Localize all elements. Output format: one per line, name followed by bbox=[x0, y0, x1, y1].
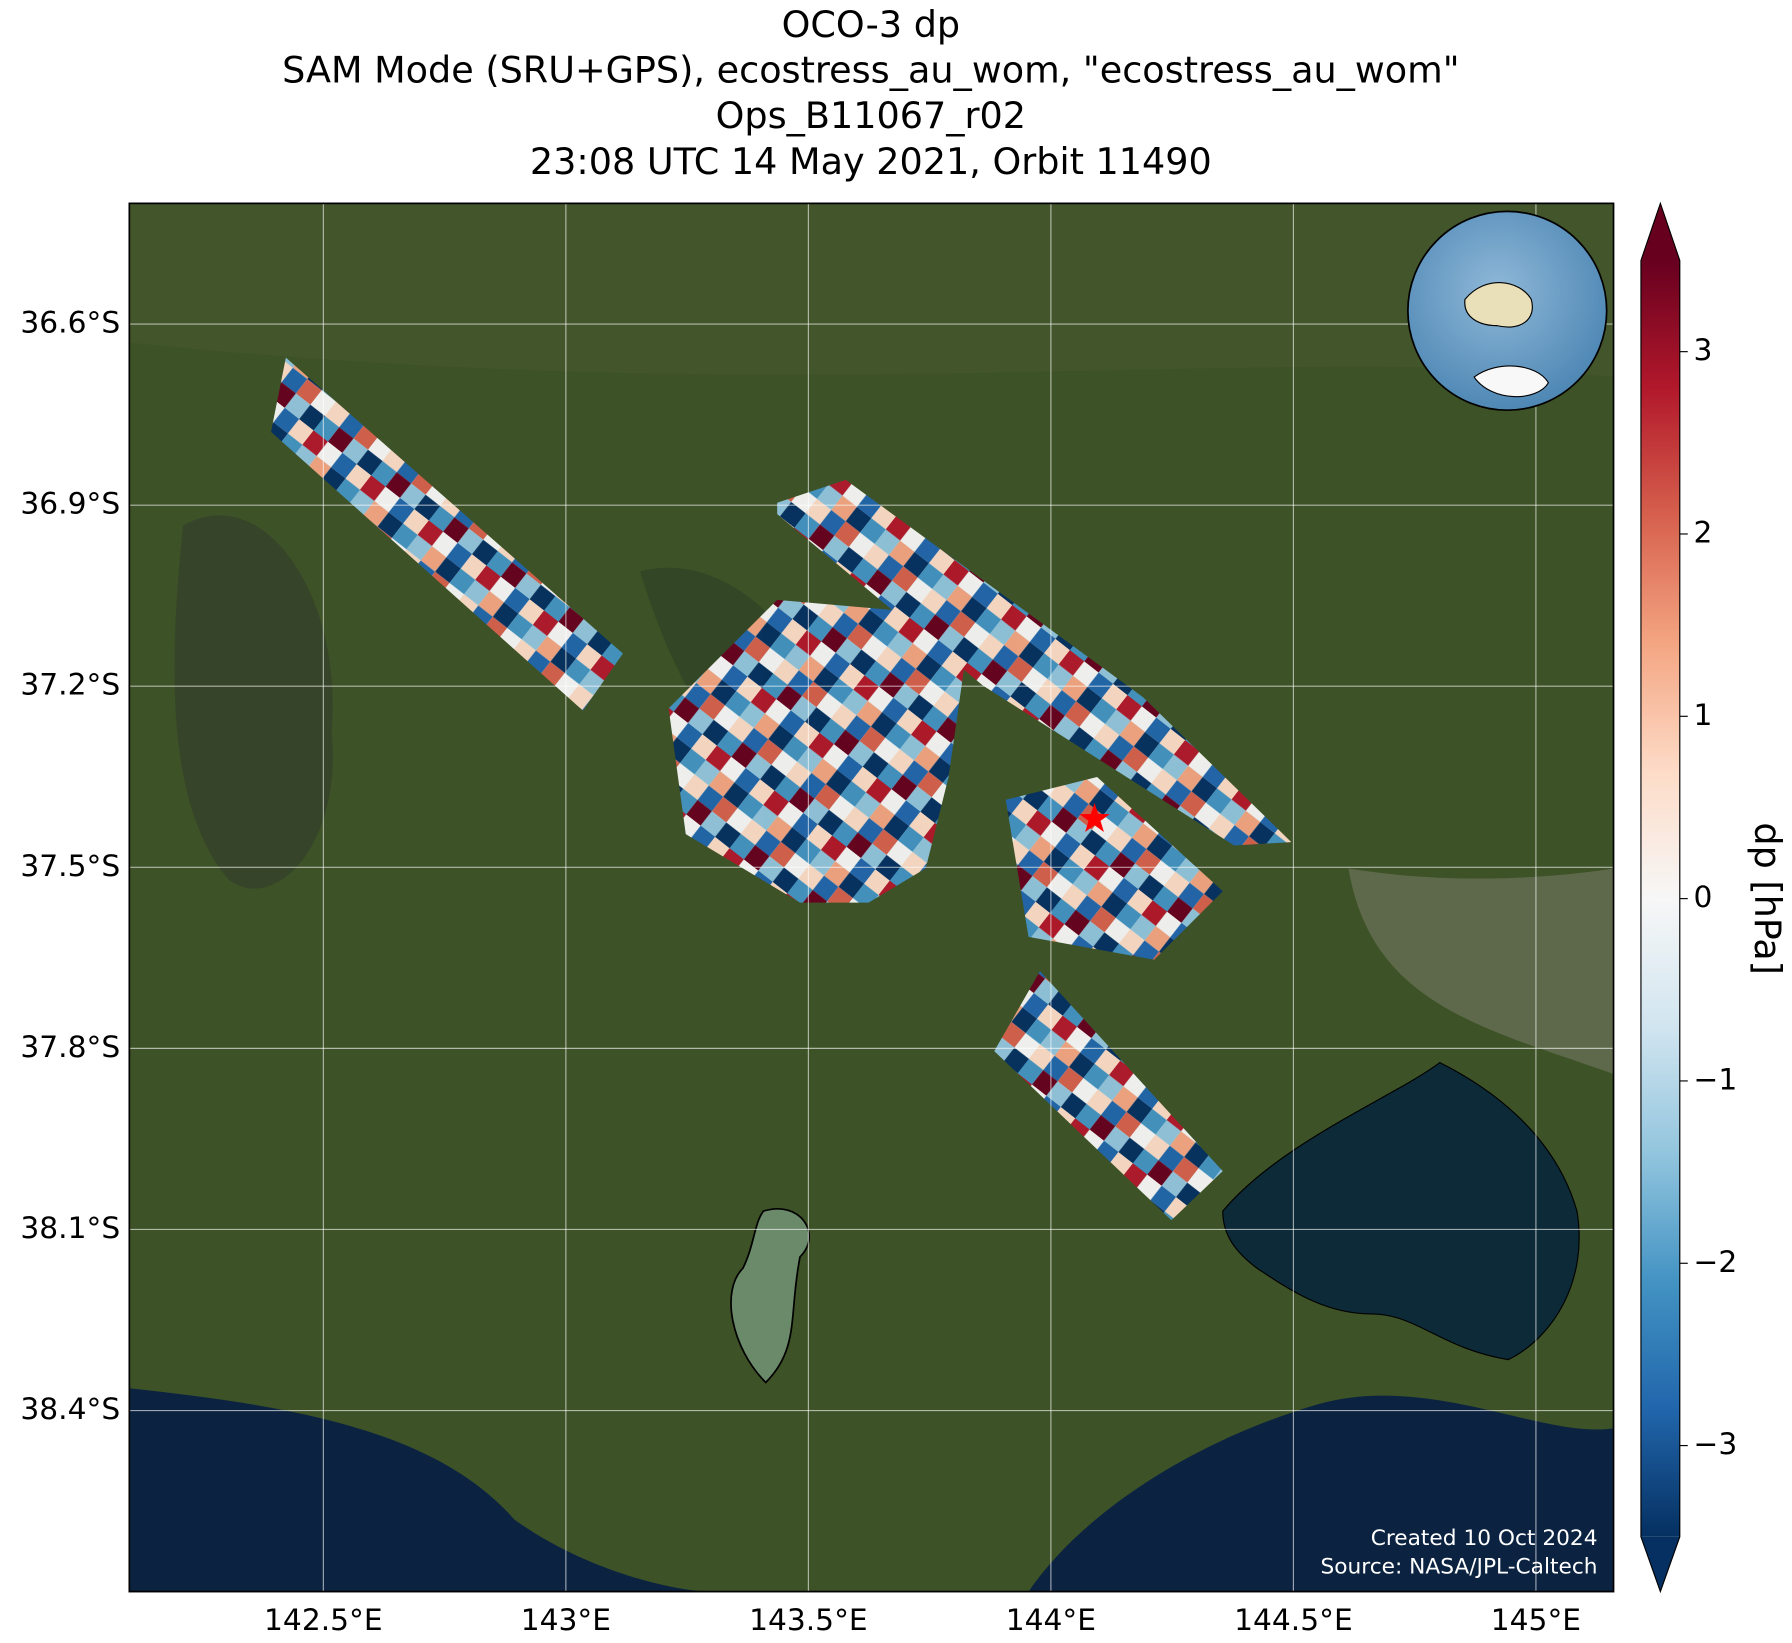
swath bbox=[271, 357, 623, 711]
y-tick-label: 36.9°S bbox=[20, 487, 120, 522]
swath bbox=[777, 479, 1292, 846]
colorbar-outline bbox=[1640, 201, 1681, 1594]
x-tick-label: 143.5°E bbox=[749, 1603, 868, 1638]
colorbar-tick-label: −1 bbox=[1694, 1062, 1738, 1097]
x-tick-label: 143°E bbox=[521, 1603, 611, 1638]
title-line: 23:08 UTC 14 May 2021, Orbit 11490 bbox=[530, 140, 1212, 183]
y-tick-label: 37.2°S bbox=[20, 668, 120, 703]
colorbar-tick-label: −2 bbox=[1694, 1245, 1738, 1280]
colorbar-tick-label: 2 bbox=[1694, 515, 1713, 550]
swath bbox=[1005, 776, 1223, 960]
y-tick-label: 37.8°S bbox=[20, 1030, 120, 1065]
colorbar-tick-label: 3 bbox=[1694, 333, 1713, 368]
y-tick-label: 37.5°S bbox=[20, 849, 120, 884]
annotation: Source: NASA/JPL-Caltech bbox=[1320, 1555, 1597, 1580]
colorbar-extend-bottom bbox=[1640, 1536, 1680, 1592]
title-line: Ops_B11067_r02 bbox=[716, 94, 1026, 137]
colorbar-extend-top bbox=[1640, 203, 1680, 261]
x-tick-label: 142.5°E bbox=[264, 1603, 383, 1638]
grid bbox=[129, 203, 1614, 1592]
inset-globe bbox=[1407, 210, 1608, 412]
colorbar-label: dp [hPa] bbox=[1746, 822, 1789, 975]
swath bbox=[668, 599, 972, 903]
target-marker bbox=[1079, 802, 1110, 833]
y-tick-label: 38.4°S bbox=[20, 1392, 120, 1427]
y-tick-label: 36.6°S bbox=[20, 306, 120, 341]
x-tick-label: 144.5°E bbox=[1234, 1603, 1353, 1638]
annotation: Created 10 Oct 2024 bbox=[1371, 1526, 1598, 1551]
colorbar-tick-label: 1 bbox=[1694, 698, 1713, 733]
x-tick-label: 145°E bbox=[1491, 1603, 1581, 1638]
colorbar-tick-label: 0 bbox=[1694, 880, 1713, 915]
colorbar-body bbox=[1640, 260, 1680, 1537]
x-tick-label: 144°E bbox=[1006, 1603, 1096, 1638]
map-frame bbox=[128, 202, 1615, 1593]
title-line: OCO-3 dp bbox=[782, 3, 961, 46]
colorbar: −3 −2 −1 0 1 2 3 dp [hPa] bbox=[1640, 201, 1789, 1594]
title-line: SAM Mode (SRU+GPS), ecostress_au_wom, "e… bbox=[282, 48, 1459, 91]
y-tick-label: 38.1°S bbox=[20, 1211, 120, 1246]
colorbar-tick-label: −3 bbox=[1694, 1427, 1738, 1462]
basemap bbox=[129, 203, 1614, 1592]
